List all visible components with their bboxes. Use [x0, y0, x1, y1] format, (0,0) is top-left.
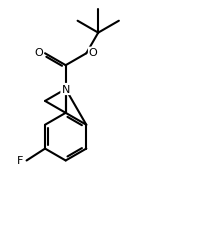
Text: O: O: [89, 48, 97, 58]
Text: N: N: [61, 85, 70, 95]
Text: O: O: [34, 48, 43, 58]
Text: F: F: [17, 156, 23, 166]
